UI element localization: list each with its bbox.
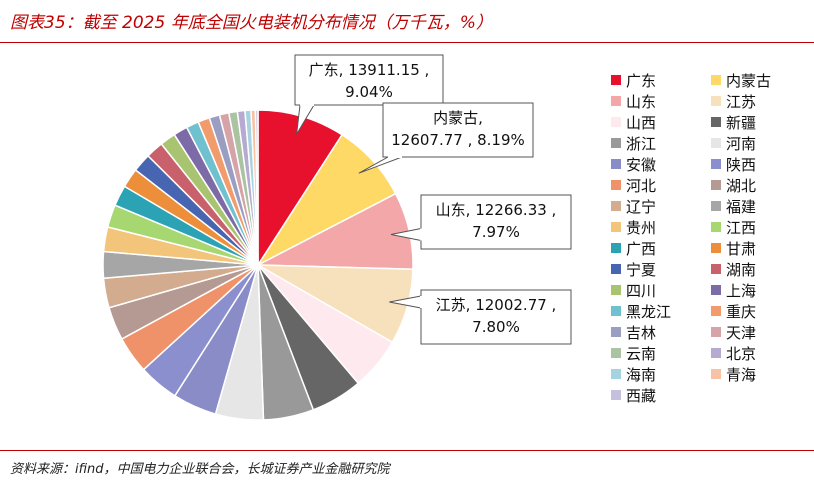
legend-label-甘肃: 甘肃	[726, 240, 756, 258]
data-label: 7.97%	[472, 223, 520, 241]
legend-label-江西: 江西	[726, 219, 756, 237]
legend-swatch-天津	[711, 327, 721, 337]
legend-label-天津: 天津	[726, 324, 756, 342]
legend-label-海南: 海南	[626, 366, 656, 384]
pie-slices	[102, 109, 414, 421]
callout-box	[420, 289, 572, 345]
legend-swatch-重庆	[711, 306, 721, 316]
legend-label-陕西: 陕西	[726, 156, 756, 174]
legend-label-四川: 四川	[626, 282, 656, 300]
legend-swatch-吉林	[611, 327, 621, 337]
legend-swatch-甘肃	[711, 243, 721, 253]
legend-swatch-江西	[711, 222, 721, 232]
legend-swatch-内蒙古	[711, 75, 721, 85]
legend-swatch-辽宁	[611, 201, 621, 211]
legend-label-吉林: 吉林	[626, 324, 656, 342]
legend-label-上海: 上海	[726, 282, 756, 300]
legend-swatch-浙江	[611, 138, 621, 148]
legend-label-广西: 广西	[626, 240, 656, 258]
source-note: 资料来源：ifind，中国电力企业联合会，长城证券产业金融研究院	[10, 462, 390, 477]
legend-label-贵州: 贵州	[626, 219, 656, 237]
data-label: 山东, 12266.33 ,	[436, 201, 557, 219]
data-label: 内蒙古,	[433, 109, 483, 127]
legend-swatch-青海	[711, 369, 721, 379]
chart-title: 图表35：截至 2025 年底全国火电装机分布情况（万千瓦，%）	[10, 13, 493, 33]
legend-label-辽宁: 辽宁	[626, 198, 656, 216]
legend-swatch-云南	[611, 348, 621, 358]
legend-label-浙江: 浙江	[626, 135, 656, 153]
data-label: 广东, 13911.15 ,	[309, 61, 430, 79]
data-label: 7.80%	[472, 318, 520, 336]
legend-swatch-宁夏	[611, 264, 621, 274]
legend-label-青海: 青海	[726, 366, 756, 384]
legend-swatch-湖北	[711, 180, 721, 190]
legend-label-安徽: 安徽	[626, 156, 656, 174]
data-label: 9.04%	[345, 83, 393, 101]
legend-label-云南: 云南	[626, 345, 656, 363]
legend-swatch-海南	[611, 369, 621, 379]
legend-label-湖南: 湖南	[726, 261, 756, 279]
legend-swatch-贵州	[611, 222, 621, 232]
legend-swatch-安徽	[611, 159, 621, 169]
legend-swatch-黑龙江	[611, 306, 621, 316]
legend-swatch-福建	[711, 201, 721, 211]
legend-label-宁夏: 宁夏	[626, 261, 656, 279]
legend-swatch-四川	[611, 285, 621, 295]
legend-label-山西: 山西	[626, 114, 656, 132]
data-label: 12607.77 , 8.19%	[391, 131, 525, 149]
legend-swatch-江苏	[711, 96, 721, 106]
legend-swatch-河南	[711, 138, 721, 148]
pie-slice-西藏	[254, 109, 259, 266]
legend-swatch-湖南	[711, 264, 721, 274]
legend-swatch-山东	[611, 96, 621, 106]
title-divider	[0, 42, 814, 43]
legend-swatch-陕西	[711, 159, 721, 169]
legend-label-重庆: 重庆	[726, 303, 756, 321]
legend-swatch-广东	[611, 75, 621, 85]
legend-swatch-河北	[611, 180, 621, 190]
source-divider	[0, 450, 814, 451]
legend-label-河南: 河南	[726, 135, 756, 153]
legend-label-江苏: 江苏	[726, 93, 756, 111]
callout-box	[420, 194, 572, 250]
legend-swatch-广西	[611, 243, 621, 253]
legend-label-黑龙江: 黑龙江	[626, 303, 671, 321]
legend-label-内蒙古: 内蒙古	[726, 72, 771, 90]
legend-label-北京: 北京	[726, 345, 756, 363]
legend-swatch-上海	[711, 285, 721, 295]
legend-label-西藏: 西藏	[626, 387, 656, 405]
pie-callouts: 广东, 13911.15 , 9.04% 内蒙古, 12607.77 , 8.19% 山…	[294, 54, 572, 345]
legend-label-湖北: 湖北	[726, 177, 756, 195]
legend-label-河北: 河北	[626, 177, 656, 195]
legend-label-广东: 广东	[626, 72, 656, 90]
legend-swatch-新疆	[711, 117, 721, 127]
legend-label-福建: 福建	[726, 198, 756, 216]
legend-label-山东: 山东	[626, 93, 656, 111]
callout-box	[294, 54, 444, 106]
legend-swatch-西藏	[611, 390, 621, 400]
legend-swatch-北京	[711, 348, 721, 358]
callout-box	[382, 102, 534, 158]
legend-swatch-山西	[611, 117, 621, 127]
legend-label-新疆: 新疆	[726, 114, 756, 132]
data-label: 江苏, 12002.77 ,	[436, 296, 557, 314]
